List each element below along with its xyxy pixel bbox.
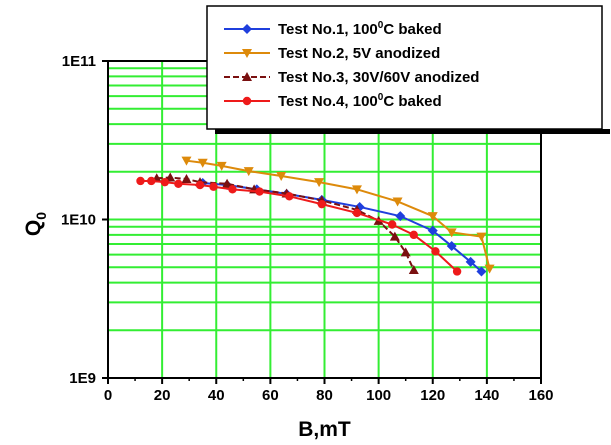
data-point [242, 72, 252, 81]
data-point [147, 176, 156, 186]
data-point [409, 230, 419, 240]
x-tick-label: 120 [420, 387, 445, 404]
data-point [197, 158, 208, 168]
x-tick-label: 140 [474, 387, 499, 404]
y-axis-title-main: Q [22, 220, 45, 236]
y-tick-label: 1E9 [69, 370, 96, 387]
data-point [136, 176, 145, 186]
data-point [476, 266, 487, 277]
data-point [427, 212, 438, 222]
data-point [255, 187, 264, 196]
legend: Test No.1, 1000C baked Test No.2, 5V anod… [206, 5, 610, 134]
data-point [352, 208, 362, 218]
x-tick-label: 160 [528, 387, 553, 404]
data-point [484, 264, 495, 274]
data-point [351, 185, 362, 195]
data-point [400, 247, 411, 257]
legend-label: Test No.2, 5V anodized [278, 45, 440, 62]
y-axis-title-sub: 0 [33, 212, 49, 220]
series-4 [136, 176, 462, 276]
data-point [242, 96, 252, 106]
x-axis-title: B,mT [298, 418, 351, 441]
legend-item-2: Test No.2, 5V anodized [224, 45, 440, 62]
data-point [209, 182, 218, 191]
legend-label: Test No.3, 30V/60V anodized [278, 69, 479, 86]
y-axis-title: Q0 [22, 212, 49, 236]
data-point [181, 156, 192, 166]
x-tick-label: 20 [154, 387, 171, 404]
x-tick-label: 0 [104, 387, 112, 404]
x-tick-label: 100 [366, 387, 391, 404]
data-point [395, 211, 406, 222]
x-tick-label: 80 [316, 387, 333, 404]
data-point [314, 178, 325, 188]
series-line [186, 159, 491, 269]
series-2 [181, 156, 495, 274]
legend-item-4: Test No.4, 1000C baked [224, 92, 442, 110]
legend-box [206, 5, 603, 130]
data-point [285, 192, 294, 201]
x-tick-label: 60 [262, 387, 279, 404]
y-tick-label: 1E10 [61, 212, 96, 229]
legend-item-3: Test No.3, 30V/60V anodized [224, 69, 479, 86]
data-point [276, 172, 287, 182]
data-point [181, 174, 192, 184]
data-point [446, 241, 457, 252]
legend-label: Test No.1, 1000C baked [278, 20, 442, 38]
data-point [476, 232, 487, 242]
data-point [408, 265, 419, 275]
data-point [222, 178, 233, 188]
data-point [317, 199, 326, 209]
series-layer [136, 156, 495, 277]
data-point [160, 177, 170, 187]
data-point [452, 267, 462, 276]
legend-item-1: Test No.1, 1000C baked [224, 20, 442, 38]
axis-ticks [102, 60, 542, 384]
legend-shadow [215, 129, 610, 134]
legend-label: Test No.4, 1000C baked [278, 92, 442, 110]
y-tick-label: 1E11 [62, 53, 96, 70]
legend-items: Test No.1, 1000C baked Test No.2, 5V anod… [224, 20, 479, 110]
data-point [389, 231, 400, 241]
data-point [431, 247, 440, 256]
x-tick-label: 40 [208, 387, 225, 404]
data-point [387, 220, 397, 229]
data-point [427, 225, 438, 236]
data-point [446, 228, 457, 238]
data-point [242, 49, 252, 58]
data-point [228, 185, 237, 194]
data-point [465, 256, 476, 267]
data-point [242, 24, 252, 34]
data-point [392, 197, 403, 207]
tick-labels: 0 20 40 60 80 100 120 140 160 1E9 1E10 1E11 [61, 53, 554, 404]
data-point [216, 161, 227, 171]
data-point [195, 180, 205, 190]
data-point [174, 179, 183, 188]
data-point [243, 167, 254, 177]
